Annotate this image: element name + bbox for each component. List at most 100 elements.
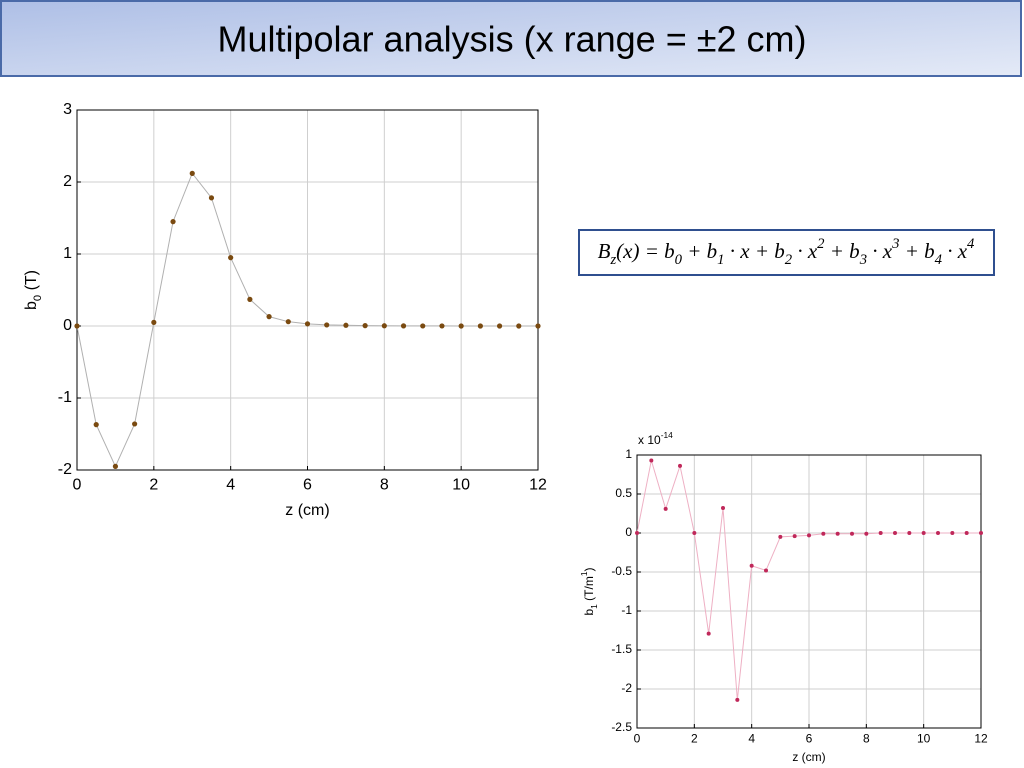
data-point: [170, 219, 176, 225]
data-point: [477, 323, 483, 329]
y-tick-label: -1.5: [611, 642, 632, 656]
subscript: 0: [675, 252, 683, 268]
data-point: [921, 531, 926, 535]
x-tick-label: 0: [634, 732, 641, 746]
data-point: [706, 631, 711, 636]
data-point: [807, 533, 811, 538]
text-part: · x + b: [725, 239, 785, 263]
subscript: 0: [32, 295, 44, 301]
data-point: [400, 323, 407, 329]
text-part: + b: [899, 239, 934, 263]
data-point: [735, 697, 740, 702]
data-point: [692, 531, 697, 535]
data-point: [635, 531, 639, 535]
data-point: [439, 323, 445, 329]
data-point: [835, 531, 840, 536]
equation-box: [578, 229, 995, 276]
text-part: · x: [792, 239, 818, 263]
x-tick-label: 10: [452, 476, 470, 493]
y-tick-label: 0.5: [615, 486, 632, 500]
slide-title: Multipolar analysis (x range = ±2 cm): [218, 19, 807, 60]
x-tick-label: 2: [691, 732, 698, 746]
x-tick-label: 12: [529, 476, 547, 493]
data-point: [496, 323, 503, 329]
data-point: [678, 463, 682, 468]
plot-frame: [76, 109, 539, 471]
text-part: x 10: [638, 433, 661, 447]
x-tick-label: 0: [73, 476, 82, 493]
text-part: (T/m: [582, 576, 596, 604]
data-point: [112, 463, 119, 469]
data-point: [764, 568, 768, 573]
text-part: b: [582, 609, 596, 616]
subscript: 3: [859, 252, 867, 268]
data-point: [950, 531, 955, 535]
subscript: 4: [935, 252, 943, 268]
text-part: · x: [942, 239, 968, 263]
y-tick-label: 1: [625, 447, 632, 461]
superscript: -14: [661, 430, 673, 440]
y-tick-label: 2: [63, 173, 72, 190]
subscript: z: [609, 252, 616, 268]
data-point: [907, 531, 912, 535]
subscript: 1: [589, 604, 599, 609]
y-tick-label: 0: [63, 317, 72, 334]
y-tick-label: -2: [58, 461, 72, 478]
data-point: [864, 531, 869, 536]
text-part: z (cm): [792, 750, 825, 764]
x-tick-label: 10: [917, 732, 931, 746]
data-point: [420, 323, 426, 329]
y-axis-label: b0 (T): [23, 270, 44, 310]
x-tick-label: 4: [748, 732, 755, 746]
data-point: [979, 531, 983, 535]
data-point: [151, 319, 157, 325]
superscript: 3: [891, 236, 899, 252]
data-point: [266, 314, 272, 320]
y-tick-label: 1: [63, 245, 72, 262]
x-tick-label: 2: [149, 476, 158, 493]
text-part: b: [23, 301, 40, 310]
x-tick-label: 12: [974, 732, 988, 746]
data-point: [74, 323, 80, 329]
data-point: [247, 296, 253, 302]
data-point: [132, 421, 138, 427]
data-point: [649, 458, 654, 463]
data-point: [893, 531, 897, 535]
data-point: [189, 170, 195, 176]
data-point: [381, 323, 387, 329]
text-part: + b: [682, 239, 717, 263]
text-part: ): [582, 567, 596, 571]
x-tick-label: 8: [380, 476, 389, 493]
subscript: 1: [717, 252, 724, 268]
y-tick-label: 0: [625, 525, 632, 539]
plot-frame: [636, 454, 982, 729]
x-tick-label: 4: [226, 476, 235, 493]
text-part: z (cm): [285, 502, 329, 519]
data-point: [228, 255, 234, 261]
text-part: (x) = b: [616, 239, 674, 263]
data-point: [285, 319, 291, 325]
data-point: [792, 534, 797, 539]
equation: Bz(x) = b0 + b1 · x + b2 · x2 + b3 · x3 …: [598, 236, 975, 268]
x-tick-label: 6: [303, 476, 312, 493]
data-point: [93, 422, 99, 428]
text-part: · x: [867, 239, 893, 263]
data-point: [721, 506, 725, 511]
data-point: [778, 534, 783, 539]
x-axis-label: z (cm): [792, 750, 825, 764]
superscript: 1: [579, 571, 589, 576]
data-point: [749, 563, 754, 568]
y-tick-label: 3: [63, 101, 72, 118]
data-point: [850, 531, 854, 536]
superscript: 4: [967, 236, 975, 252]
text-part: (T): [23, 270, 40, 295]
text-part: B: [598, 239, 611, 263]
text-part: + b: [825, 239, 860, 263]
x-axis-label: z (cm): [285, 502, 329, 519]
x-tick-label: 6: [806, 732, 813, 746]
data-point: [343, 322, 349, 328]
data-point: [324, 322, 330, 328]
data-point: [936, 531, 940, 535]
data-point: [362, 323, 368, 329]
data-point: [535, 323, 541, 329]
